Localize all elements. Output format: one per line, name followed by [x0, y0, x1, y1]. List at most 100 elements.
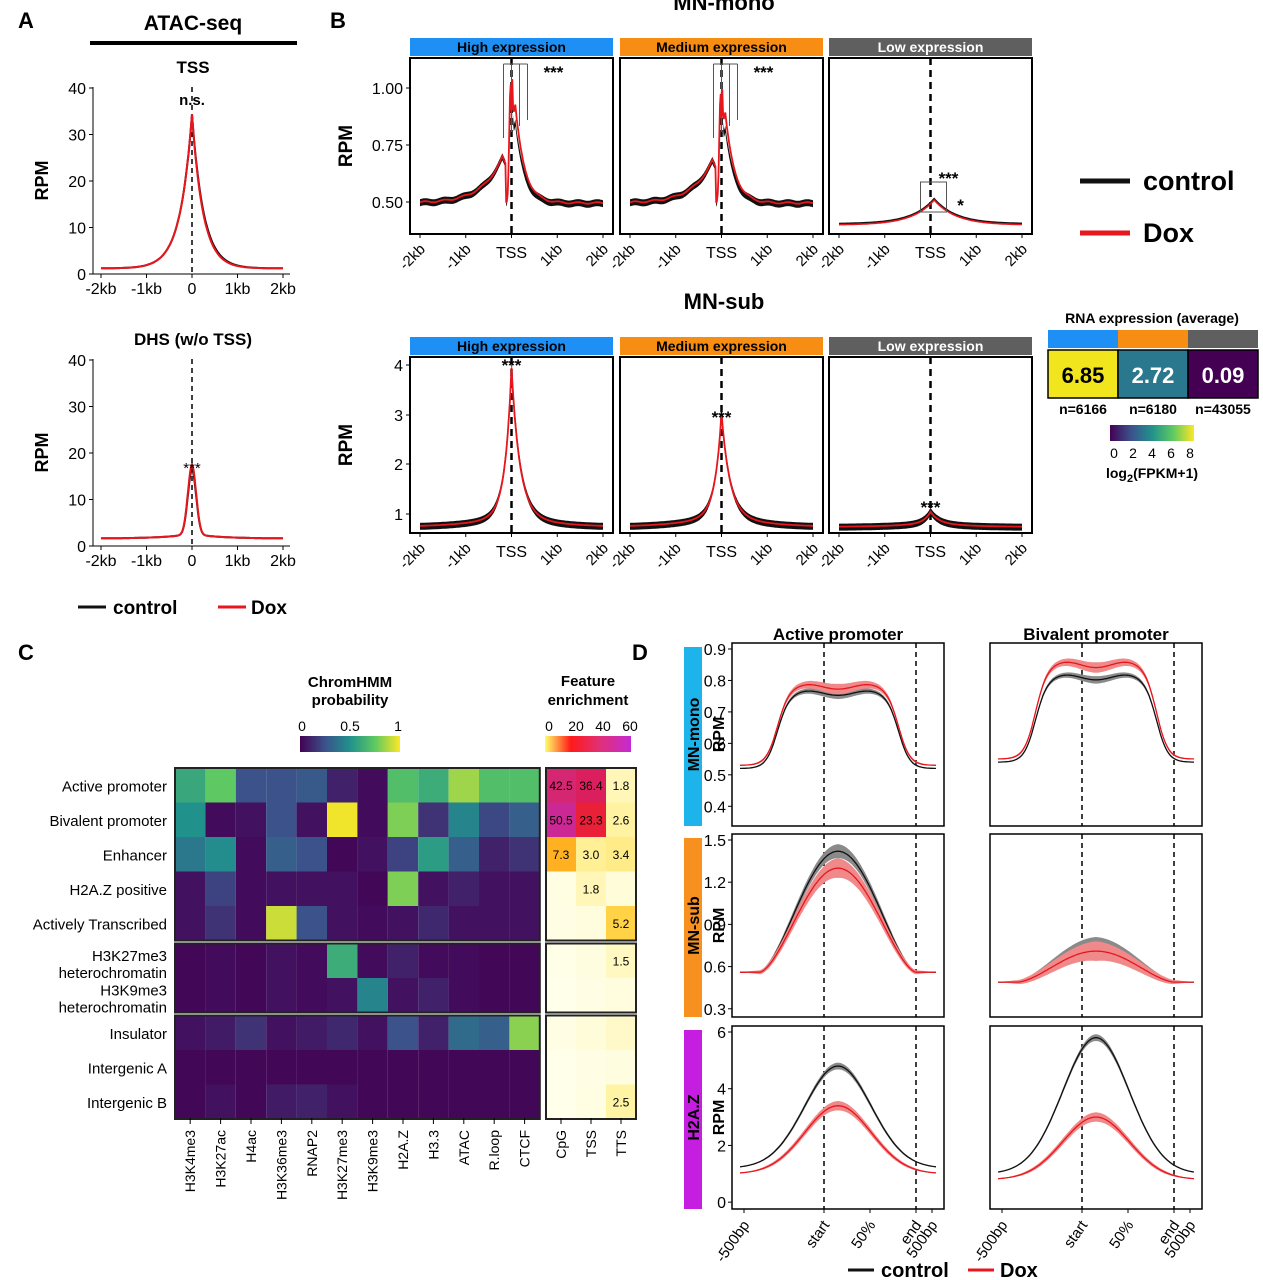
chromhmm-cell	[418, 943, 449, 978]
chromhmm-cell	[205, 1050, 236, 1085]
chromhmm-cell	[418, 1015, 449, 1050]
panel-b-annotation: ***	[921, 498, 941, 517]
chromhmm-title: ChromHMM	[308, 674, 392, 691]
rna-scale-label-sub: 2	[1127, 473, 1133, 485]
chromhmm-cell	[509, 871, 540, 906]
chromhmm-cell	[266, 1084, 297, 1119]
mark-label: H3.3	[425, 1130, 441, 1160]
panel-b-annotation: *	[957, 196, 964, 215]
legend-d-control-label: control	[881, 1260, 949, 1280]
feature-label: CpG	[553, 1130, 569, 1159]
chromhmm-cell	[479, 1050, 510, 1085]
panel-d-xtick-label: 50%	[1106, 1218, 1137, 1252]
feature-cell	[576, 906, 606, 941]
feature-group-frame	[545, 942, 637, 1014]
chromhmm-cell	[296, 871, 327, 906]
chromhmm-cell	[509, 802, 540, 837]
panel-d-dox-ribbon	[998, 658, 1194, 760]
chromhmm-cell	[266, 871, 297, 906]
panel-b-group-title: MN-sub	[684, 289, 765, 314]
panel-b-strip	[829, 337, 1032, 355]
panel-b-ytick-label: 0.75	[372, 138, 403, 155]
chromhmm-group-frame	[174, 767, 541, 942]
panel-a-xtick-label: -2kb	[85, 553, 116, 570]
panel-d-row-strip	[684, 1030, 702, 1209]
chromhmm-cell	[448, 802, 479, 837]
mark-label: H4ac	[243, 1130, 259, 1163]
panel-d-ytick-label: 0.6	[704, 736, 726, 753]
panel-a-ytick-label: 0	[77, 267, 86, 284]
chromhmm-cell	[357, 1050, 388, 1085]
feature-cell	[576, 768, 606, 803]
feature-cell-label: 36.4	[579, 779, 603, 793]
rna-scale-tick: 4	[1148, 445, 1156, 461]
chromhmm-cell	[448, 978, 479, 1013]
panel-a-ytick-label: 40	[68, 81, 86, 98]
chromhmm-cell	[235, 871, 267, 906]
chromhmm-cell	[387, 768, 419, 803]
chromhmm-cell	[327, 943, 358, 978]
rna-cell-n: n=6180	[1129, 401, 1177, 417]
panel-b-strip-label: High expression	[457, 39, 566, 55]
panel-a-xtick-label: 0	[188, 281, 197, 298]
feature-cell	[546, 1050, 576, 1085]
chromhmm-cell	[296, 1084, 327, 1119]
panel-b-dox-line	[419, 367, 603, 527]
chromhmm-cell	[448, 1084, 479, 1119]
panel-b-xtick-label: TSS	[496, 245, 527, 262]
chromhmm-cell	[205, 837, 236, 872]
panel-d-ylabel: RPM	[711, 1100, 728, 1136]
panel-d-ylabel: RPM	[711, 908, 728, 944]
chromhmm-cell	[479, 906, 510, 941]
chromhmm-cell	[235, 802, 267, 837]
panel-d-ytick-label: 1.5	[704, 833, 726, 850]
panel-a-control-line	[101, 114, 283, 270]
panel-b-xtick-label: 2kb	[583, 540, 612, 569]
chromhmm-cell	[266, 837, 297, 872]
panel-d-plot-frame	[989, 1025, 1203, 1210]
feature-cell	[576, 978, 606, 1013]
chromhmm-cell	[387, 837, 419, 872]
rna-scale-tick: 0	[1110, 445, 1118, 461]
panel-b-xtick-label: -2kb	[815, 540, 848, 573]
panel-d-xtick-label: 50%	[848, 1218, 879, 1252]
panel-a-ytick-label: 30	[68, 400, 86, 417]
panel-d-column-title: Bivalent promoter	[1023, 625, 1169, 644]
panel-d-ytick-label: 0.3	[704, 1002, 726, 1019]
rna-strip	[1048, 330, 1118, 348]
panel-b-xtick-label: 2kb	[793, 241, 822, 270]
panel-d-plot-frame	[731, 642, 945, 827]
panel-a-title: ATAC-seq	[144, 12, 242, 35]
chromhmm-cell	[357, 768, 388, 803]
chromhmm-cell	[175, 871, 206, 906]
chromhmm-cell	[175, 802, 206, 837]
legend-b-control-label: control	[1143, 166, 1235, 196]
chromhmm-cell	[175, 943, 206, 978]
rna-scale-label-tail: (FPKM+1)	[1133, 465, 1198, 481]
rna-scale-label: log2(FPKM+1)	[1106, 465, 1198, 485]
chromhmm-cell	[509, 1015, 540, 1050]
feature-scale-tick: 20	[568, 718, 584, 734]
feature-scale-tick: 60	[622, 718, 638, 734]
panel-a-xtick-label: 1kb	[225, 281, 251, 298]
panel-b-xtick-label: TSS	[706, 245, 737, 262]
panel-d-ytick-label: 4	[717, 1082, 726, 1099]
panel-d-control-line	[997, 1037, 1195, 1173]
rna-cell-n: n=43055	[1195, 401, 1251, 417]
panel-b-strip	[410, 337, 613, 355]
chromhmm-cell	[509, 978, 540, 1013]
mark-label: H3K27ac	[213, 1130, 229, 1188]
chromhmm-cell	[387, 871, 419, 906]
panel-b-strip	[620, 337, 823, 355]
chromhmm-cell	[235, 1050, 267, 1085]
chromhmm-cell	[387, 1050, 419, 1085]
chromhmm-cell	[387, 943, 419, 978]
feature-cell	[546, 1015, 576, 1050]
panel-b-strip	[410, 38, 613, 56]
feature-cell-label: 50.5	[549, 814, 573, 828]
chromhmm-cell	[266, 802, 297, 837]
panel-b-strip	[620, 38, 823, 56]
panel-b-xtick-label: 1kb	[537, 241, 566, 270]
chromhmm-cell	[296, 1015, 327, 1050]
